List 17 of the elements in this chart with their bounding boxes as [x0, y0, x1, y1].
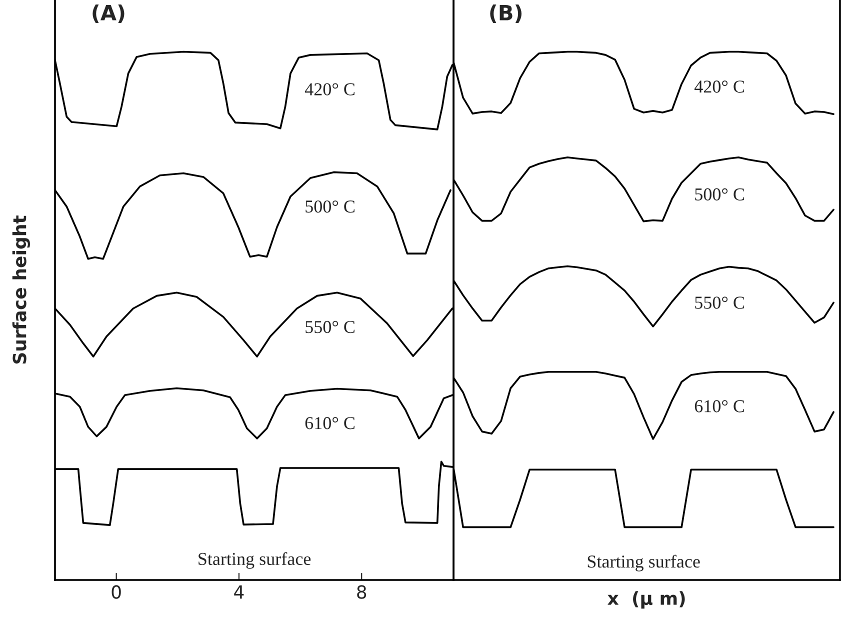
annotation: Starting surface	[588, 554, 700, 572]
x-tick-label: 8	[357, 585, 366, 599]
text: (A)	[92, 4, 124, 23]
annotation: 420° C	[694, 80, 744, 93]
annotation: 610° C	[694, 400, 744, 412]
annotation: 610° C	[305, 417, 354, 430]
y-axis-title: Surface height	[12, 216, 30, 364]
annotation: Starting surface	[198, 552, 311, 569]
x-tick-label: 0	[112, 585, 121, 599]
annotation: 550° C	[306, 320, 354, 334]
annotation: 500° C	[306, 200, 354, 213]
annotation: 420° C	[304, 83, 354, 96]
x-axis-title: x (μ m)	[608, 591, 685, 609]
annotation: 550° C	[695, 296, 744, 309]
x-tick-label: 4	[234, 585, 244, 599]
text: (B)	[490, 4, 522, 23]
annotation: 500° C	[695, 188, 744, 200]
